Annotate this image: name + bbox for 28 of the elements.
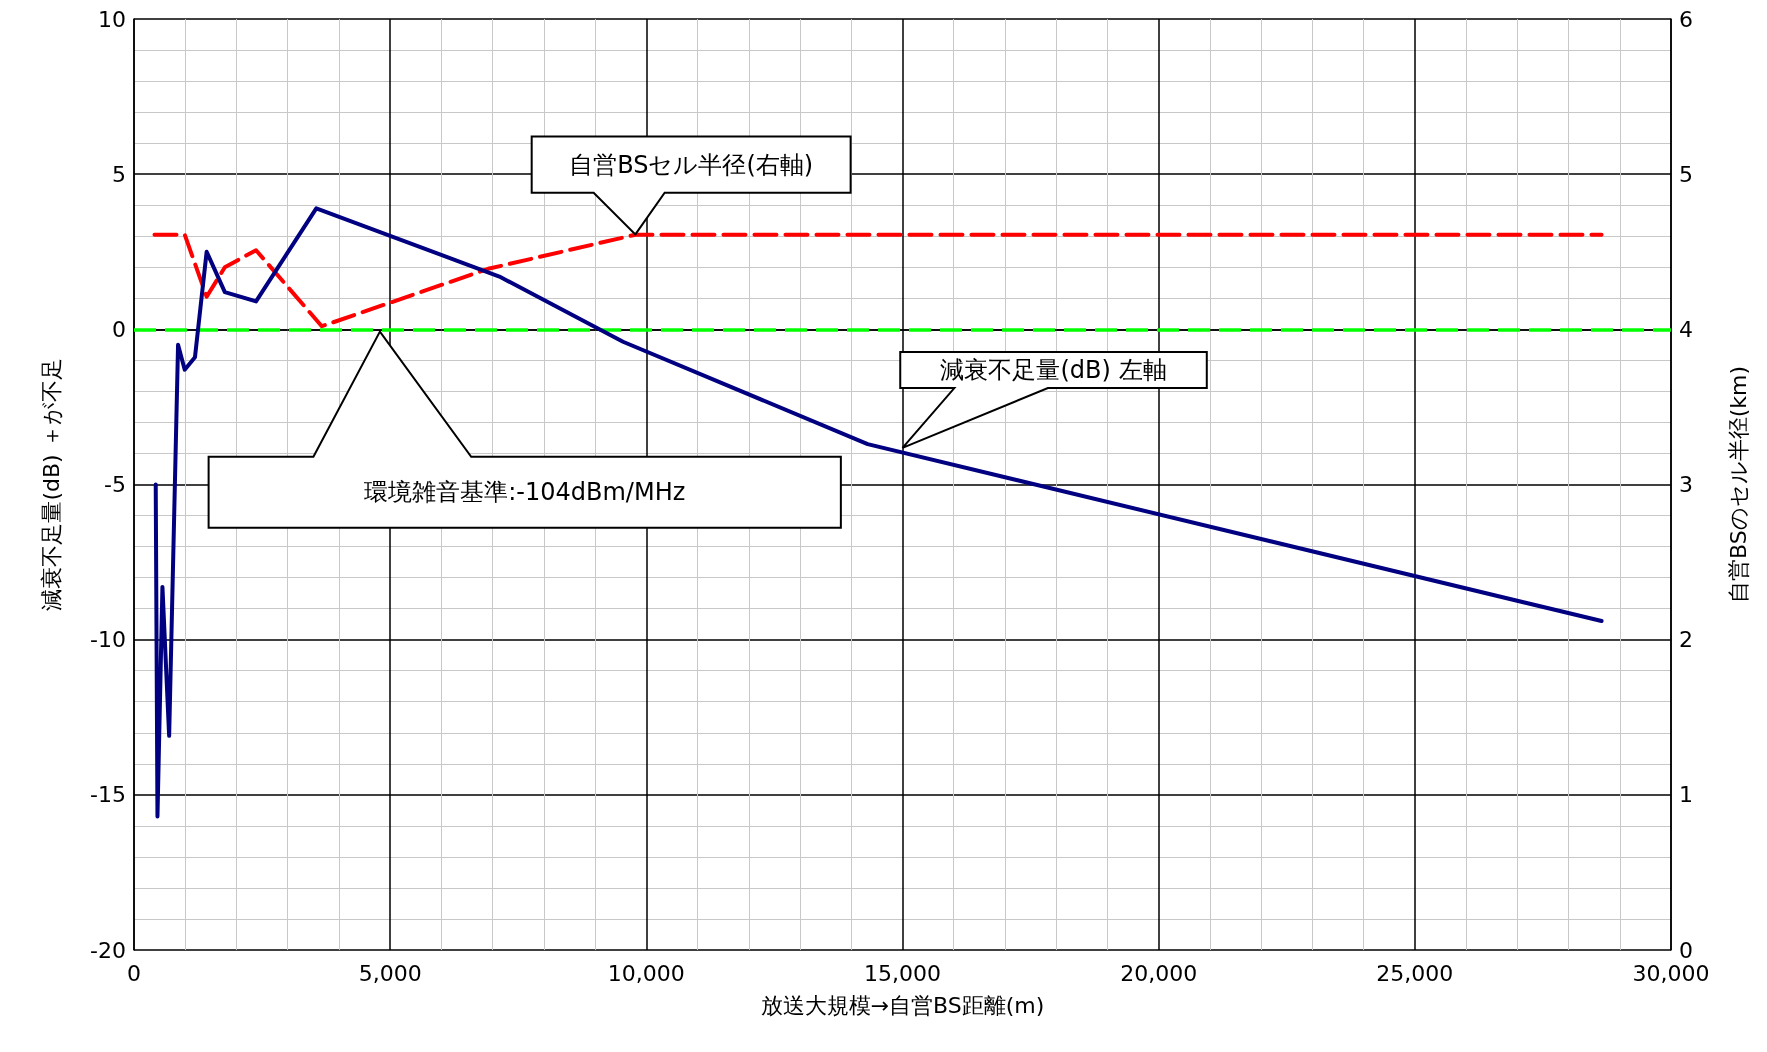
x-tick-label: 25,000 (1376, 960, 1454, 986)
annotation: 自営BSセル半径(右軸) (569, 150, 814, 179)
y2-tick-label: 5 (1679, 161, 1693, 187)
y-tick-label: -20 (90, 937, 126, 963)
line-series (153, 206, 1604, 819)
x-tick-label: 30,000 (1632, 960, 1710, 986)
y-tick-label: 0 (112, 316, 126, 342)
line-series (152, 232, 1604, 329)
y2-tick-label: 0 (1679, 937, 1693, 963)
y-tick-label: -15 (90, 782, 126, 808)
y2-tick-label: 4 (1679, 316, 1693, 342)
y2-tick-label: 3 (1679, 472, 1693, 497)
x-axis-title: 放送大規模→自営BS距離(m) (760, 992, 1045, 1018)
x-tick-label: 15,000 (864, 960, 941, 986)
y2-tick-label: 6 (1679, 6, 1693, 32)
y-axis-title: 減衰不足量(dB) ＋が不足 (38, 358, 64, 611)
x-tick-label: 10,000 (607, 960, 685, 986)
y2-axis-title: 自営BSのセル半径(km) (1725, 365, 1751, 604)
x-tick-label: 20,000 (1120, 960, 1198, 986)
y2-tick-label: 1 (1679, 782, 1693, 808)
x-tick-label: 5,000 (358, 960, 422, 986)
annotation: 減衰不足量(dB) 左軸 (940, 356, 1167, 385)
annotation: 環境雑音基準:-104dBm/MHz (364, 478, 686, 507)
y2-tick-label: 2 (1679, 627, 1693, 653)
y-tick-label: -5 (104, 472, 126, 497)
y-tick-label: -10 (90, 627, 126, 653)
y-tick-label: 10 (98, 6, 126, 32)
y-tick-label: 5 (112, 161, 126, 187)
